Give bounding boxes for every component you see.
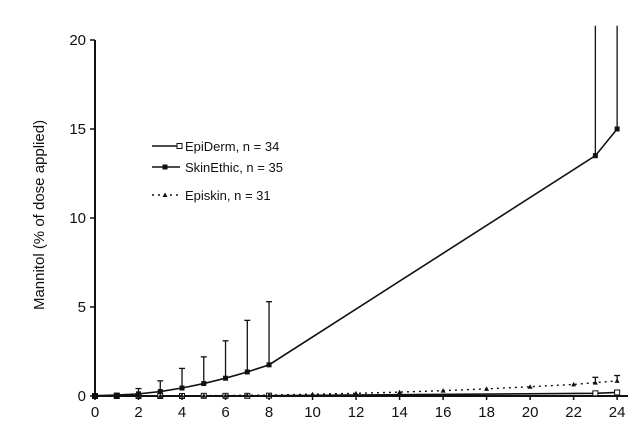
legend-label: SkinEthic, n = 35 xyxy=(185,160,283,175)
x-tick-label: 14 xyxy=(391,404,408,421)
x-tick-label: 2 xyxy=(134,404,142,421)
y-axis-label: Mannitol (% of dose applied) xyxy=(31,120,48,310)
series-2 xyxy=(92,374,621,398)
data-point xyxy=(614,126,620,132)
data-point xyxy=(614,389,621,396)
legend-label: EpiDerm, n = 34 xyxy=(185,139,279,154)
data-point xyxy=(484,386,490,391)
legend-marker xyxy=(162,164,168,170)
legend-label: Episkin, n = 31 xyxy=(185,188,271,203)
data-point xyxy=(223,375,229,381)
data-point xyxy=(266,392,272,398)
data-point xyxy=(527,384,533,389)
data-point xyxy=(244,369,250,375)
y-tick-label: 10 xyxy=(69,210,86,227)
legend-marker xyxy=(176,143,183,149)
data-point xyxy=(310,391,316,397)
x-tick-label: 10 xyxy=(304,404,321,421)
x-tick-label: 8 xyxy=(265,404,273,421)
data-point xyxy=(223,392,229,398)
plot-series xyxy=(92,25,621,399)
data-point xyxy=(592,390,599,397)
x-tick-label: 0 xyxy=(91,404,99,421)
y-tick-label: 0 xyxy=(78,388,86,405)
data-point xyxy=(157,389,163,395)
y-tick-label: 5 xyxy=(78,299,86,316)
data-point xyxy=(136,393,142,398)
data-point xyxy=(92,393,98,398)
y-tick-label: 15 xyxy=(69,121,86,138)
data-point xyxy=(592,380,598,385)
data-point xyxy=(201,393,207,398)
legend-marker xyxy=(162,192,168,197)
x-tick-label: 4 xyxy=(178,404,186,421)
data-point xyxy=(201,381,207,387)
legend: EpiDerm, n = 34 SkinEthic, n = 35 Episkin,… xyxy=(152,139,283,203)
x-tick-label: 6 xyxy=(221,404,229,421)
data-point xyxy=(114,393,120,398)
data-point xyxy=(397,389,403,395)
data-point xyxy=(157,393,163,398)
data-point xyxy=(353,390,359,396)
x-tick-label: 12 xyxy=(348,404,365,421)
data-point xyxy=(592,153,598,159)
series-line xyxy=(95,380,618,397)
data-point xyxy=(179,385,185,391)
x-tick-label: 18 xyxy=(478,404,495,421)
y-tick-label: 20 xyxy=(69,32,86,49)
x-tick-label: 22 xyxy=(565,404,582,421)
x-tick-label: 20 xyxy=(522,404,539,421)
data-point xyxy=(244,392,250,398)
x-tick-label: 16 xyxy=(435,404,452,421)
data-point xyxy=(266,362,272,368)
data-point xyxy=(440,388,446,393)
x-tick-label: 24 xyxy=(609,404,626,421)
data-point xyxy=(571,381,577,387)
data-point xyxy=(179,393,185,398)
data-point xyxy=(614,378,620,383)
